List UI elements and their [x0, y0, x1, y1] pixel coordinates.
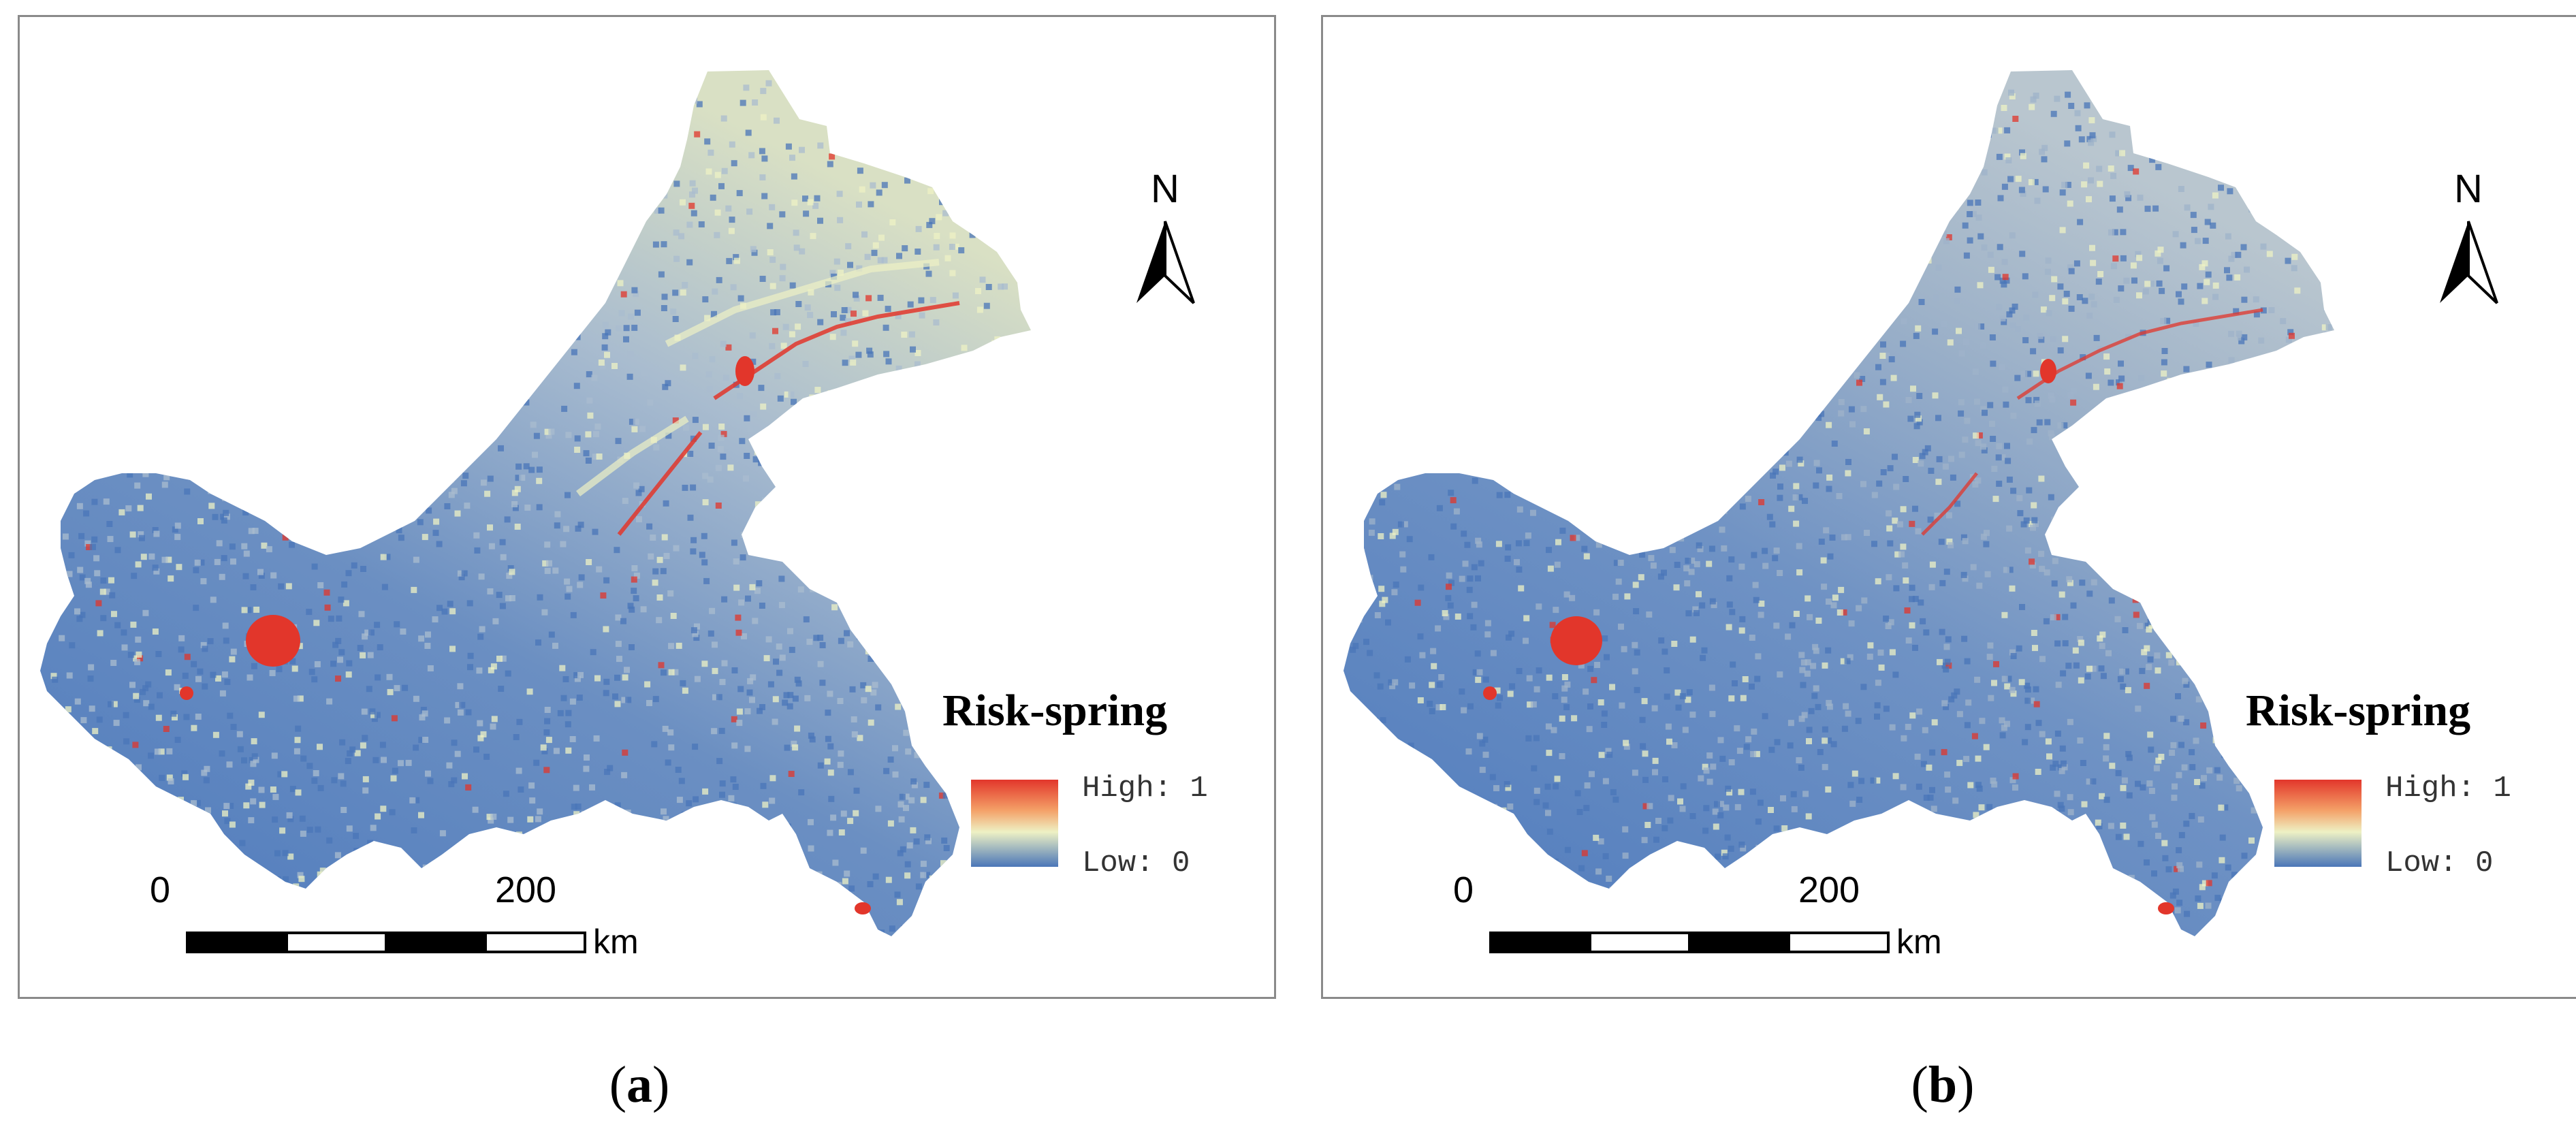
- high-risk-streaks-b: [1921, 308, 2263, 536]
- hotspot-point-b: [2040, 359, 2056, 383]
- region-shape-a: [40, 70, 1031, 936]
- scale-start-label: 0: [150, 870, 170, 910]
- scale-bar: 0 200 km: [150, 870, 639, 961]
- urban-hotspot-a: [246, 615, 300, 667]
- scale-unit-label: km: [1896, 923, 1942, 961]
- map-panel-a: N Risk-spring High: 1 Low: 0 0 200 km: [18, 15, 1276, 999]
- scale-end-label: 200: [1798, 870, 1860, 910]
- hotspot-point-b: [2158, 902, 2174, 914]
- legend-color-ramp: [971, 780, 1058, 867]
- legend-low-label: Low: 0: [1082, 846, 1190, 880]
- north-arrow-icon: N: [2440, 167, 2498, 304]
- map-panel-b: N Risk-spring High: 1 Low: 0 0 200 km: [1321, 15, 2576, 999]
- north-label: N: [1151, 167, 1179, 211]
- legend-high-label: High: 1: [2385, 771, 2511, 806]
- urban-hotspot-b: [1551, 616, 1602, 665]
- scale-unit-label: km: [593, 923, 639, 961]
- legend-low-label: Low: 0: [2385, 846, 2493, 880]
- scale-bar: 0 200 km: [1453, 870, 1942, 961]
- panel-caption-b: (b): [1911, 1056, 1975, 1113]
- legend-title: Risk-spring: [942, 686, 1167, 735]
- risk-map-b: N Risk-spring High: 1 Low: 0 0 200 km: [1343, 70, 2511, 961]
- legend-color-ramp: [2274, 780, 2362, 867]
- hotspot-point-a: [855, 902, 871, 914]
- legend-high-label: High: 1: [1082, 771, 1208, 806]
- scale-start-label: 0: [1453, 870, 1474, 910]
- region-shape-b: [1343, 70, 2334, 936]
- north-label: N: [2454, 167, 2483, 211]
- panel-caption-a: (a): [609, 1056, 670, 1113]
- scale-end-label: 200: [495, 870, 556, 910]
- high-risk-streaks-a: [617, 301, 960, 536]
- legend-title: Risk-spring: [2246, 686, 2470, 735]
- hotspot-point-a: [180, 686, 193, 700]
- north-arrow-icon: N: [1136, 167, 1195, 304]
- pale-streaks-a: [576, 259, 940, 496]
- risk-map-a: N Risk-spring High: 1 Low: 0 0 200 km: [40, 70, 1208, 961]
- hotspot-point-b: [1483, 686, 1497, 700]
- hotspot-point-a: [735, 356, 754, 386]
